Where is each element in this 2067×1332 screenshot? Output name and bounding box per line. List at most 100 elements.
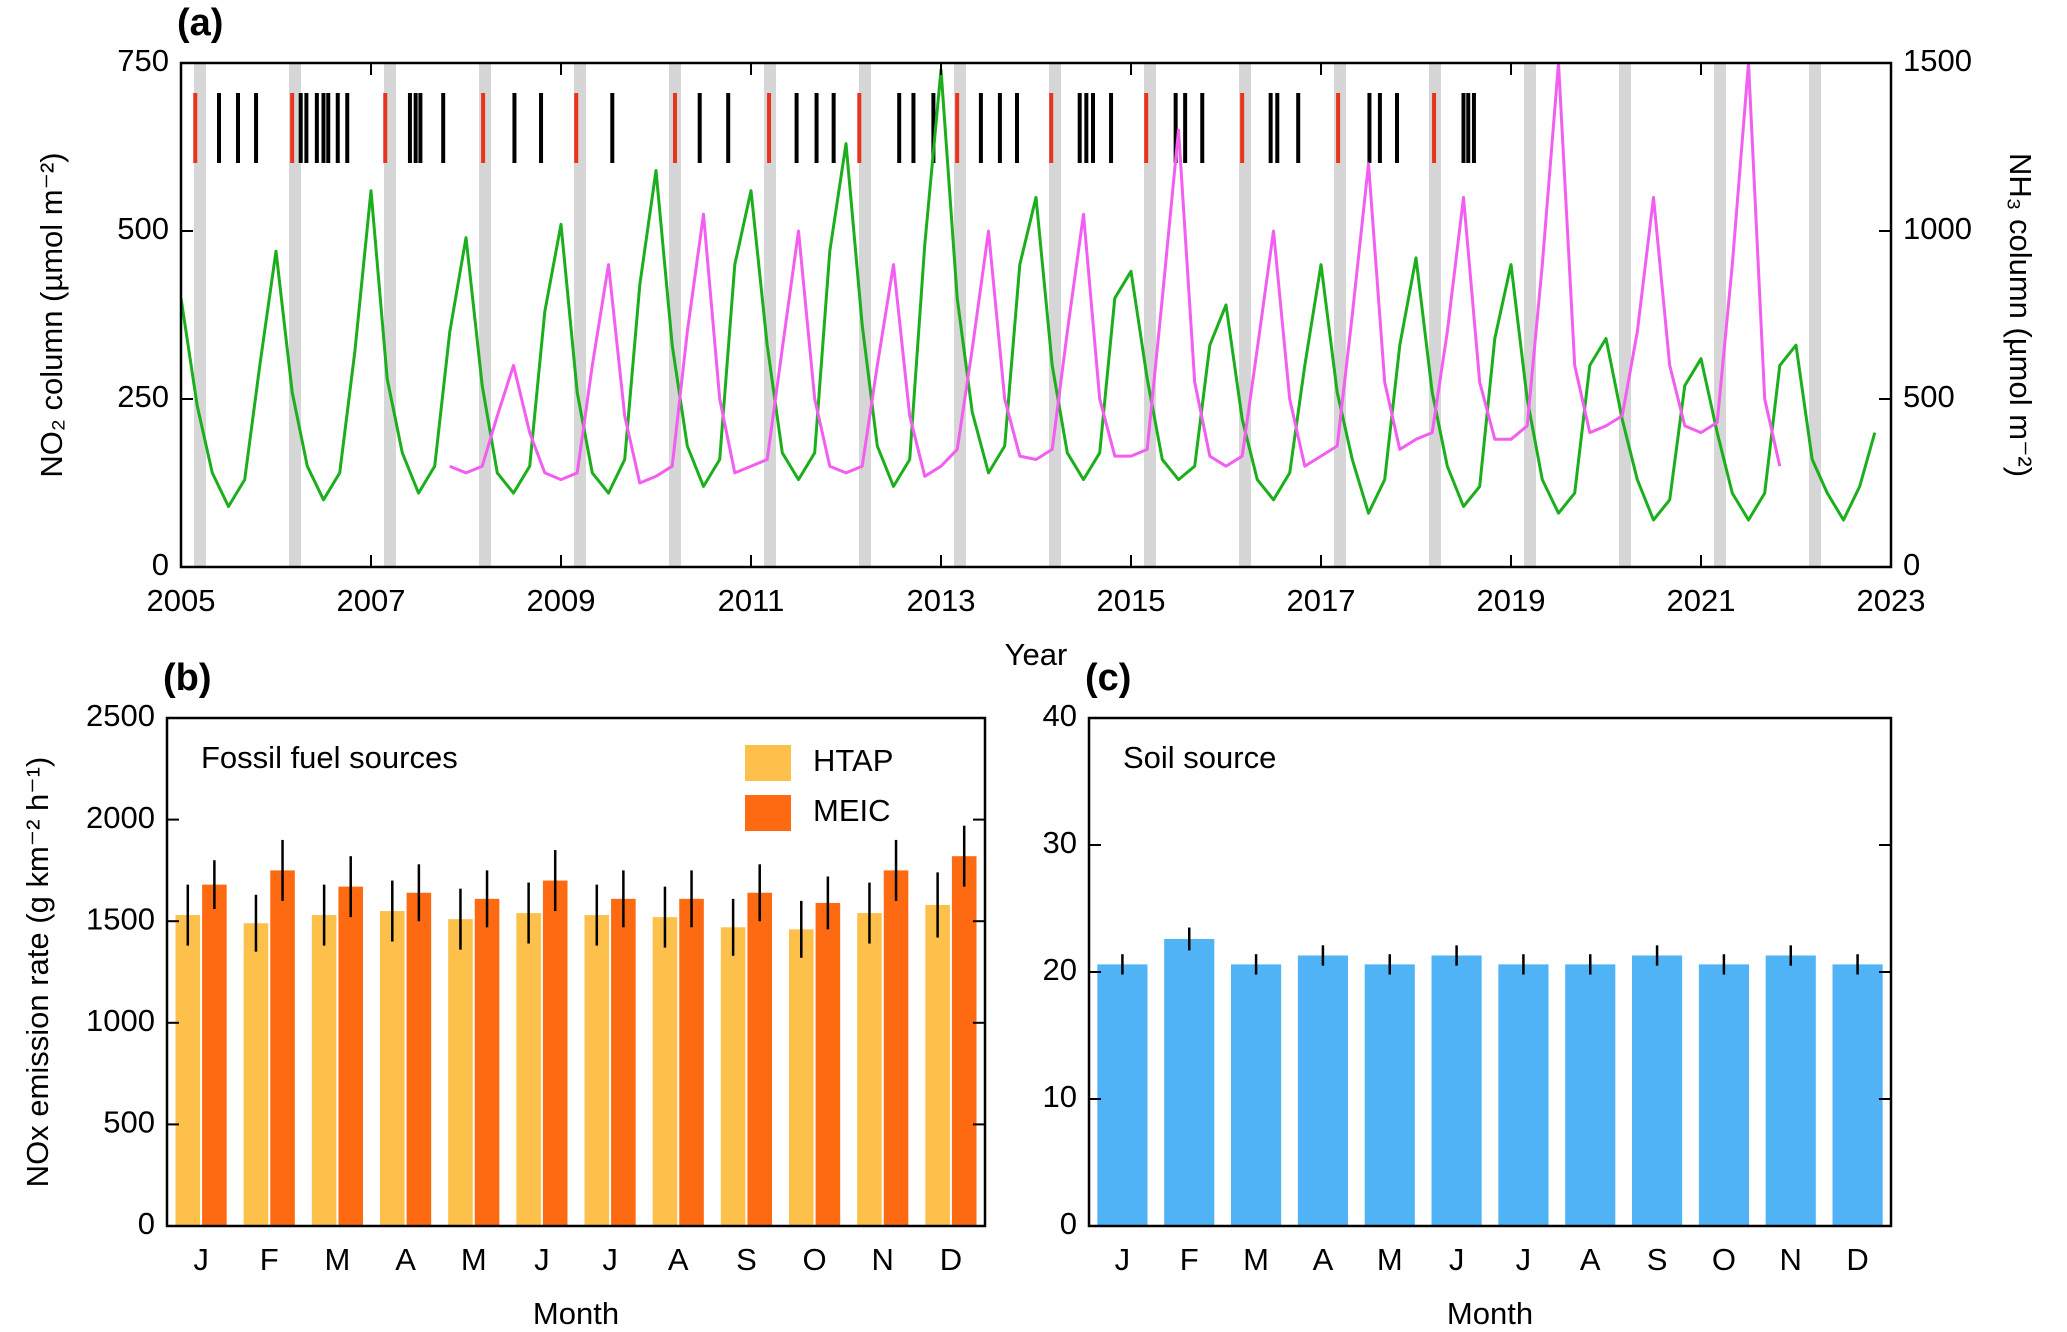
bar xyxy=(652,917,678,1226)
bar xyxy=(1297,955,1348,1226)
shaded-period xyxy=(1619,63,1631,567)
y2-tick-label: 1500 xyxy=(1903,43,1972,78)
shaded-period xyxy=(194,63,206,567)
x-tick-label: O xyxy=(1712,1242,1736,1277)
data-line xyxy=(181,68,1877,522)
bar xyxy=(611,898,636,1226)
panel: (a) 0 250 500 750 0 500 1000 1500 NO₂ column (µmo… xyxy=(34,2,2038,672)
shaded-period xyxy=(1809,63,1821,567)
y-tick-label: 0 xyxy=(152,547,169,582)
shaded-period xyxy=(479,63,491,567)
axes-frame xyxy=(179,61,1893,569)
x-axis-label: Month xyxy=(533,1296,619,1331)
x-tick-label: 2011 xyxy=(718,583,785,618)
bar xyxy=(1832,964,1883,1226)
x-tick-label: O xyxy=(803,1242,827,1277)
shaded-period xyxy=(1714,63,1726,567)
bar xyxy=(1231,964,1282,1226)
shaded-period xyxy=(859,63,871,567)
bar xyxy=(474,898,500,1226)
bar xyxy=(448,919,473,1226)
panel-label: (c) xyxy=(1085,657,1131,699)
x-tick-label: A xyxy=(395,1242,416,1277)
x-tick-label: D xyxy=(940,1242,962,1277)
x-tick-label: 2013 xyxy=(907,583,976,618)
bar xyxy=(815,902,841,1226)
shaded-period xyxy=(764,63,776,567)
legend-swatch xyxy=(745,745,791,781)
y-tick-label: 750 xyxy=(117,43,169,78)
annotation: Soil source xyxy=(1123,740,1276,775)
x-tick-label: 2019 xyxy=(1477,583,1546,618)
x-tick-label: 2007 xyxy=(337,583,406,618)
legend-label: MEIC xyxy=(813,793,891,828)
data-line xyxy=(449,63,1782,485)
x-tick-label: J xyxy=(1516,1242,1532,1277)
bar xyxy=(406,892,432,1226)
bar xyxy=(338,886,364,1226)
x-tick-label: S xyxy=(1647,1242,1668,1277)
y-tick-label: 30 xyxy=(1043,825,1077,860)
bar xyxy=(1164,938,1215,1226)
bar xyxy=(584,915,610,1226)
panel-label: (a) xyxy=(177,2,223,44)
legend-swatch xyxy=(745,795,791,831)
x-axis-label: Year xyxy=(1005,637,1068,672)
bar xyxy=(788,929,814,1226)
y-axis-label: NOx emission rate (g km⁻² h⁻¹) xyxy=(20,757,55,1188)
bar xyxy=(679,898,704,1226)
bar xyxy=(202,884,227,1226)
x-tick-label: N xyxy=(1780,1242,1802,1277)
y-tick-label: 1500 xyxy=(86,901,155,936)
shaded-period xyxy=(1429,63,1441,567)
bar xyxy=(883,870,909,1226)
x-tick-label: J xyxy=(602,1242,618,1277)
x-tick-label: A xyxy=(1313,1242,1334,1277)
bar xyxy=(1364,964,1415,1226)
x-tick-label: M xyxy=(1243,1242,1269,1277)
x-tick-label: N xyxy=(872,1242,894,1277)
y-axis-label: NO₂ column (µmol m⁻²) xyxy=(34,152,69,477)
bar xyxy=(379,911,405,1226)
x-tick-label: A xyxy=(1580,1242,1601,1277)
bar xyxy=(243,923,269,1226)
y-tick-label: 40 xyxy=(1043,698,1077,733)
panel: (c) 0 10 20 30 40 Month Soil source J F M A M J J A S O N D xyxy=(1043,657,1893,1331)
shaded-period xyxy=(1524,63,1536,567)
bar xyxy=(175,915,201,1226)
y2-axis-label: NH₃ column (µmol m⁻²) xyxy=(2003,153,2038,477)
shaded-period xyxy=(384,63,396,567)
x-tick-label: 2015 xyxy=(1097,583,1166,618)
x-tick-label: 2009 xyxy=(527,583,596,618)
bar xyxy=(516,913,541,1226)
x-tick-label: J xyxy=(534,1242,550,1277)
y-tick-label: 500 xyxy=(117,211,169,246)
y-tick-label: 2500 xyxy=(86,698,155,733)
bar xyxy=(747,892,773,1226)
bar xyxy=(720,927,746,1226)
bar xyxy=(311,915,337,1226)
y-tick-label: 20 xyxy=(1043,952,1077,987)
axes-frame xyxy=(165,716,987,1228)
x-tick-label: 2023 xyxy=(1857,583,1926,618)
y-tick-label: 250 xyxy=(117,379,169,414)
y-tick-label: 500 xyxy=(103,1105,155,1140)
x-tick-label: M xyxy=(461,1242,487,1277)
shaded-period xyxy=(669,63,681,567)
x-tick-label: M xyxy=(1377,1242,1403,1277)
y-tick-label: 0 xyxy=(138,1206,155,1241)
x-tick-label: J xyxy=(1115,1242,1131,1277)
bar xyxy=(1565,964,1616,1226)
bar xyxy=(925,904,950,1226)
bar xyxy=(1498,964,1549,1226)
shaded-period xyxy=(289,63,301,567)
panel-label: (b) xyxy=(163,657,212,699)
x-tick-label: 2005 xyxy=(147,583,216,618)
plot-area xyxy=(1097,927,1883,1226)
x-tick-label: F xyxy=(260,1242,279,1277)
plot-area xyxy=(175,825,977,1226)
x-axis-label: Month xyxy=(1447,1296,1533,1331)
x-tick-label: F xyxy=(1180,1242,1199,1277)
